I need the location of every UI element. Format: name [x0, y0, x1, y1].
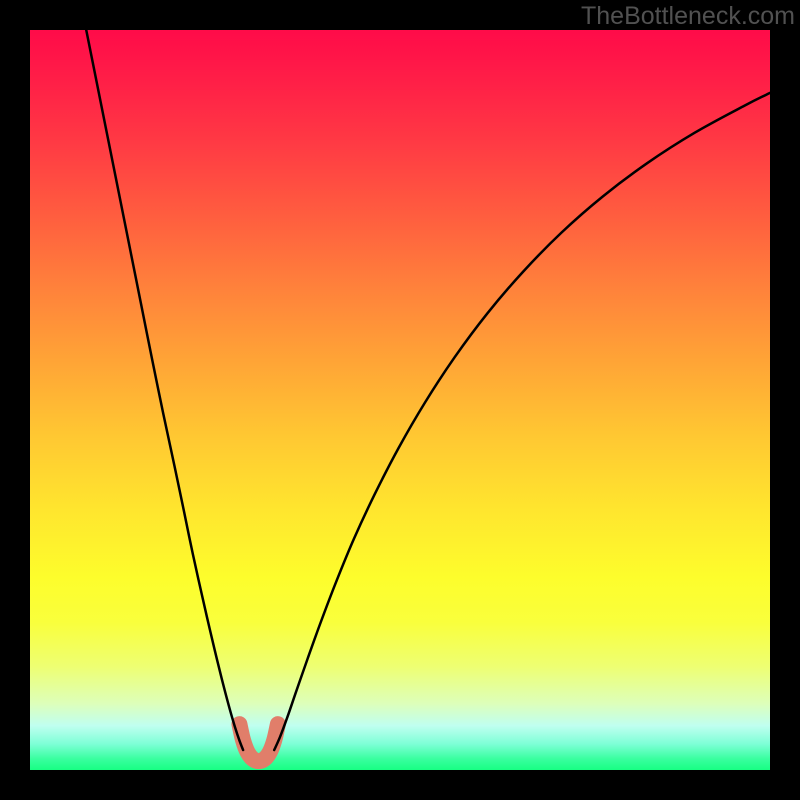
minimum-marker [239, 724, 277, 761]
curve-layer [30, 30, 770, 770]
bottleneck-curve-left [86, 30, 243, 750]
watermark-text: TheBottleneck.com [581, 2, 795, 31]
plot-area [30, 30, 770, 770]
bottleneck-curve-right [274, 93, 770, 750]
